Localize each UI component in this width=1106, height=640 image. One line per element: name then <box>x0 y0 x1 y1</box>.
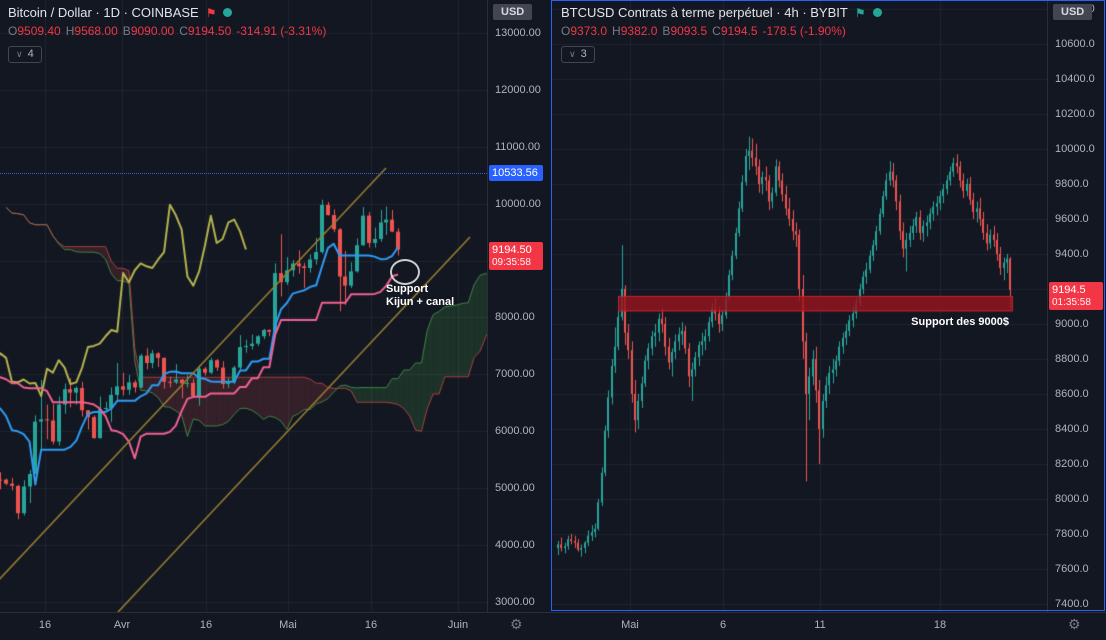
price-axis-right[interactable]: USD 9194.5 01:35:58 10800.010600.010400.… <box>1047 0 1106 612</box>
chevron-down-icon: ∨ <box>569 48 576 59</box>
price-tick: 12000.00 <box>495 83 541 96</box>
open-value: 9509.40 <box>17 24 61 38</box>
price-tick: 6000.00 <box>495 425 535 438</box>
left-current-price-label: 9194.50 09:35:58 <box>489 241 543 270</box>
high-value: 9382.0 <box>620 24 658 38</box>
low-value: 9090.00 <box>130 24 175 38</box>
annotation-line1: Support <box>386 283 429 295</box>
price-tick: 8200.0 <box>1055 457 1089 470</box>
time-tick: Juin <box>447 619 469 631</box>
chart-canvas-right[interactable] <box>553 0 1047 612</box>
currency-button-right[interactable]: USD <box>1053 4 1093 20</box>
price-tick: 8000.00 <box>495 311 535 324</box>
close-label: C <box>179 24 188 38</box>
price-axis-left[interactable]: USD 10533.56 9194.50 09:35:58 13000.00 12… <box>487 0 544 612</box>
current-price-value: 9194.5 <box>1052 283 1086 296</box>
price-tick: 9400.0 <box>1055 247 1089 260</box>
close-value: 9194.50 <box>187 24 232 38</box>
connection-status-icon <box>223 8 233 17</box>
open-value: 9373.0 <box>570 24 608 38</box>
chart-canvas-left[interactable] <box>0 0 487 612</box>
price-tick: 10400.0 <box>1055 72 1095 85</box>
high-label: H <box>65 24 75 38</box>
high-label: H <box>612 24 621 38</box>
low-label: B <box>122 24 131 38</box>
symbol-title-right: BTCUSD Contrats à terme perpétuel · 4h ·… <box>561 5 848 20</box>
price-tick: 7400.0 <box>1055 597 1089 610</box>
price-tick: 9800.0 <box>1055 177 1089 190</box>
price-tick: 9000.0 <box>1055 317 1089 330</box>
change-value: -314.91 (-3.31%) <box>236 24 327 38</box>
price-tick: 10000.0 <box>1055 142 1095 155</box>
high-value: 9568.00 <box>74 24 118 38</box>
close-label: C <box>712 24 721 38</box>
time-tick: Avr <box>113 619 131 631</box>
price-tick: 8400.0 <box>1055 422 1089 435</box>
indicator-count: 4 <box>27 48 34 60</box>
open-label: O <box>561 24 571 38</box>
price-tick: 8600.0 <box>1055 387 1089 400</box>
time-axis[interactable]: ⚙ ⚙ 16 Avr 16 Mai 16 Juin Mai 6 11 18 <box>0 612 1106 640</box>
price-tick: 7000.00 <box>495 368 535 381</box>
price-tick: 11000.00 <box>495 140 541 153</box>
chart-pane-left: Support Kijun + canal Bitcoin / Dollar ·… <box>0 0 487 612</box>
bar-countdown: 09:35:58 <box>492 256 531 268</box>
time-tick: 6 <box>719 619 727 631</box>
price-tick: 9600.0 <box>1055 212 1089 225</box>
legend-right: BTCUSD Contrats à terme perpétuel · 4h ·… <box>561 5 882 63</box>
close-value: 9194.5 <box>720 24 758 38</box>
chart-pane-right: Support des 9000$ BTCUSD Contrats à term… <box>553 0 1047 612</box>
price-tick: 13000.00 <box>495 27 541 39</box>
price-tick: 8000.0 <box>1055 492 1089 505</box>
price-tick: 3000.00 <box>495 595 535 608</box>
right-current-price-label: 9194.5 01:35:58 <box>1049 281 1103 310</box>
time-tick: Mai <box>621 619 639 631</box>
time-tick: 16 <box>38 619 52 631</box>
time-tick: 18 <box>933 619 947 631</box>
ohlc-row-left: O9509.40 H9568.00 B9090.00 C9194.50 -314.91 … <box>8 24 331 38</box>
time-tick: Mai <box>279 619 297 631</box>
gear-icon[interactable]: ⚙ <box>510 616 523 632</box>
low-label: B <box>662 24 671 38</box>
currency-button-left[interactable]: USD <box>493 4 533 20</box>
support-band-label: Support des 9000$ <box>911 316 1009 328</box>
current-price-value: 9194.50 <box>492 243 532 256</box>
time-tick: 16 <box>199 619 213 631</box>
chevron-down-icon: ∨ <box>16 48 23 59</box>
price-tick: 10200.0 <box>1055 107 1095 120</box>
flag-icon[interactable]: ⚑ <box>854 5 866 20</box>
bar-countdown: 01:35:58 <box>1052 296 1091 308</box>
open-label: O <box>8 24 18 38</box>
price-tick: 8800.0 <box>1055 352 1089 365</box>
time-tick: 16 <box>364 619 378 631</box>
price-tick: 7800.0 <box>1055 527 1089 540</box>
circle-annotation[interactable] <box>390 259 420 285</box>
alert-price-value: 10533.56 <box>492 167 538 180</box>
indicators-collapse-button-right[interactable]: ∨ 3 <box>561 46 595 63</box>
connection-status-icon <box>872 8 882 17</box>
price-tick: 4000.00 <box>495 539 535 552</box>
gear-icon[interactable]: ⚙ <box>1068 616 1081 632</box>
annotation-line2: Kijun + canal <box>386 296 455 308</box>
indicators-collapse-button-left[interactable]: ∨ 4 <box>8 46 42 63</box>
price-tick: 10000.00 <box>495 197 541 210</box>
ohlc-row-right: O9373.0 H9382.0 B9093.5 C9194.5 -178.5 (-1.9… <box>561 24 882 38</box>
alert-price-label: 10533.56 <box>489 165 543 182</box>
indicator-count: 3 <box>580 48 587 60</box>
price-tick: 5000.00 <box>495 482 535 495</box>
symbol-title-left: Bitcoin / Dollar · 1D · COINBASE <box>8 5 199 20</box>
legend-left: Bitcoin / Dollar · 1D · COINBASE ⚑ O9509… <box>8 5 331 63</box>
price-tick: 10600.0 <box>1055 37 1095 50</box>
flag-icon[interactable]: ⚑ <box>205 5 217 20</box>
time-tick: 11 <box>814 619 826 631</box>
low-value: 9093.5 <box>670 24 708 38</box>
price-tick: 7600.0 <box>1055 562 1089 575</box>
change-value: -178.5 (-1.90%) <box>762 24 846 38</box>
alert-price-line[interactable] <box>0 173 487 174</box>
annotation-support-kijun: Support Kijun + canal <box>386 283 454 309</box>
